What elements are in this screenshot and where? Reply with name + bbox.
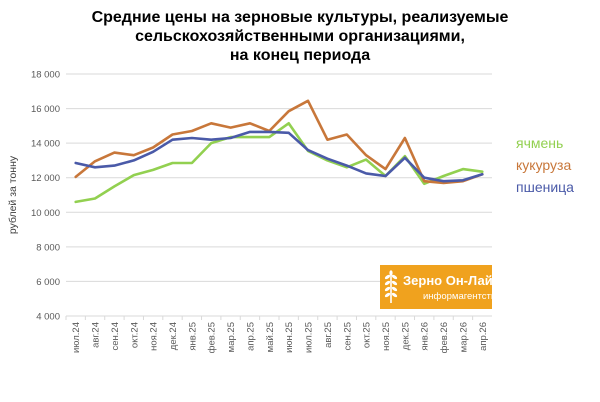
x-tick-label: фев.25 [207,322,218,353]
x-axis-ticks: июл.24 авг.24 сен.24 окт.24 ноя.24 дек.24 янв.… [65,316,489,353]
x-tick-label: авг.25 [323,322,334,348]
x-tick-label: июл.25 [304,322,315,353]
y-tick-label: 12 000 [31,173,60,184]
series-line-пшеница [74,130,484,183]
logo-name: Зерно Он-Лайн [403,273,501,288]
x-tick-label: фев.26 [439,322,450,353]
x-tick-label: окт.25 [362,322,373,348]
x-tick-label: май.25 [265,322,276,352]
series-line-ячмень [74,122,484,204]
x-tick-label: янв.25 [187,322,198,351]
legend-entry: кукуруза [516,157,571,173]
x-tick-label: ноя.25 [381,322,392,351]
logo-background [380,265,492,309]
x-tick-label: дек.25 [400,322,411,350]
x-tick-label: июл.24 [71,322,82,353]
x-tick-label: дек.24 [168,322,179,350]
chart-title-line: на конец периода [230,47,370,64]
chart-title: Средние цены на зерновые культуры, реали… [92,9,509,64]
x-tick-label: мар.26 [458,322,469,352]
x-tick-label: апр.26 [478,322,489,351]
chart-title-line: сельскохозяйственными организациями, [135,28,465,45]
logo: Зерно Он-Лайн информагентство [380,265,501,309]
x-tick-label: сен.25 [342,322,353,351]
y-tick-label: 10 000 [31,208,60,219]
gridlines [66,73,492,317]
legend-entry: пшеница [516,179,574,195]
x-tick-label: июн.25 [284,322,295,353]
y-tick-label: 4 000 [36,312,60,323]
legend-entry: ячмень [516,135,563,151]
y-axis-label: рублей за тонну [7,155,19,234]
y-axis-ticks: 4 000 6 000 8 000 10 000 12 000 14 000 16 000 1… [31,70,60,323]
x-tick-label: янв.26 [420,322,431,351]
y-tick-label: 8 000 [36,242,60,253]
series-lines [74,99,484,204]
x-tick-label: авг.24 [91,322,102,348]
logo-subtitle: информагентство [423,291,501,302]
y-tick-label: 14 000 [31,139,60,150]
chart-title-line: Средние цены на зерновые культуры, реали… [92,9,509,26]
x-tick-label: окт.24 [129,322,140,348]
y-tick-label: 16 000 [31,104,60,115]
x-tick-label: мар.25 [226,322,237,352]
wheat-icon [384,270,398,303]
x-tick-label: апр.25 [245,322,256,351]
series-line-кукуруза [74,99,484,185]
x-tick-label: сен.24 [110,322,121,351]
y-tick-label: 6 000 [36,277,60,288]
y-tick-label: 18 000 [31,70,60,81]
legend: ячмень кукуруза пшеница [516,135,574,195]
x-tick-label: ноя.24 [149,322,160,351]
